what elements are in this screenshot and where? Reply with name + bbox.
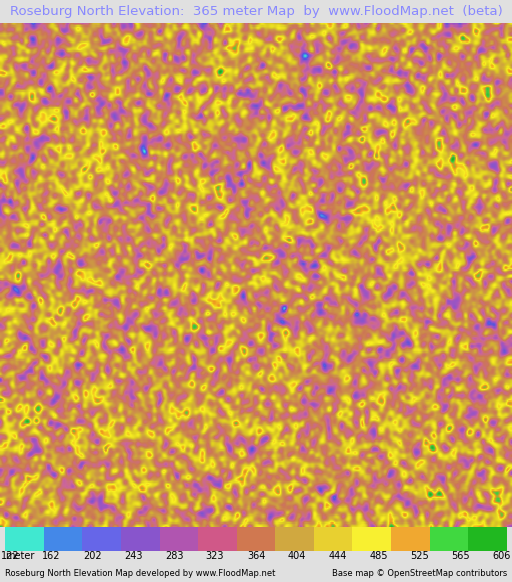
Text: 565: 565 <box>452 551 470 561</box>
Text: Roseburg North Elevation Map developed by www.FloodMap.net: Roseburg North Elevation Map developed b… <box>5 569 275 578</box>
Text: Base map © OpenStreetMap contributors: Base map © OpenStreetMap contributors <box>332 569 507 578</box>
Text: 485: 485 <box>370 551 388 561</box>
Text: Roseburg North Elevation:  365 meter Map  by  www.FloodMap.net  (beta): Roseburg North Elevation: 365 meter Map … <box>10 5 502 18</box>
Bar <box>314 527 352 551</box>
Bar <box>468 527 507 551</box>
Text: 444: 444 <box>329 551 347 561</box>
Bar <box>121 527 160 551</box>
Text: meter: meter <box>5 551 34 561</box>
Text: 323: 323 <box>206 551 224 561</box>
Bar <box>275 527 314 551</box>
Bar <box>44 527 82 551</box>
Text: 404: 404 <box>288 551 306 561</box>
Bar <box>237 527 275 551</box>
Bar <box>352 527 391 551</box>
Text: 364: 364 <box>247 551 265 561</box>
Bar <box>198 527 237 551</box>
Text: 162: 162 <box>42 551 60 561</box>
Bar <box>5 527 44 551</box>
Text: 525: 525 <box>411 551 429 561</box>
Bar <box>82 527 121 551</box>
Text: 243: 243 <box>124 551 142 561</box>
Text: 283: 283 <box>165 551 183 561</box>
Bar <box>160 527 198 551</box>
Text: 202: 202 <box>83 551 101 561</box>
Text: 122: 122 <box>1 551 19 561</box>
Bar <box>430 527 468 551</box>
Text: 606: 606 <box>493 551 511 561</box>
Bar <box>391 527 430 551</box>
